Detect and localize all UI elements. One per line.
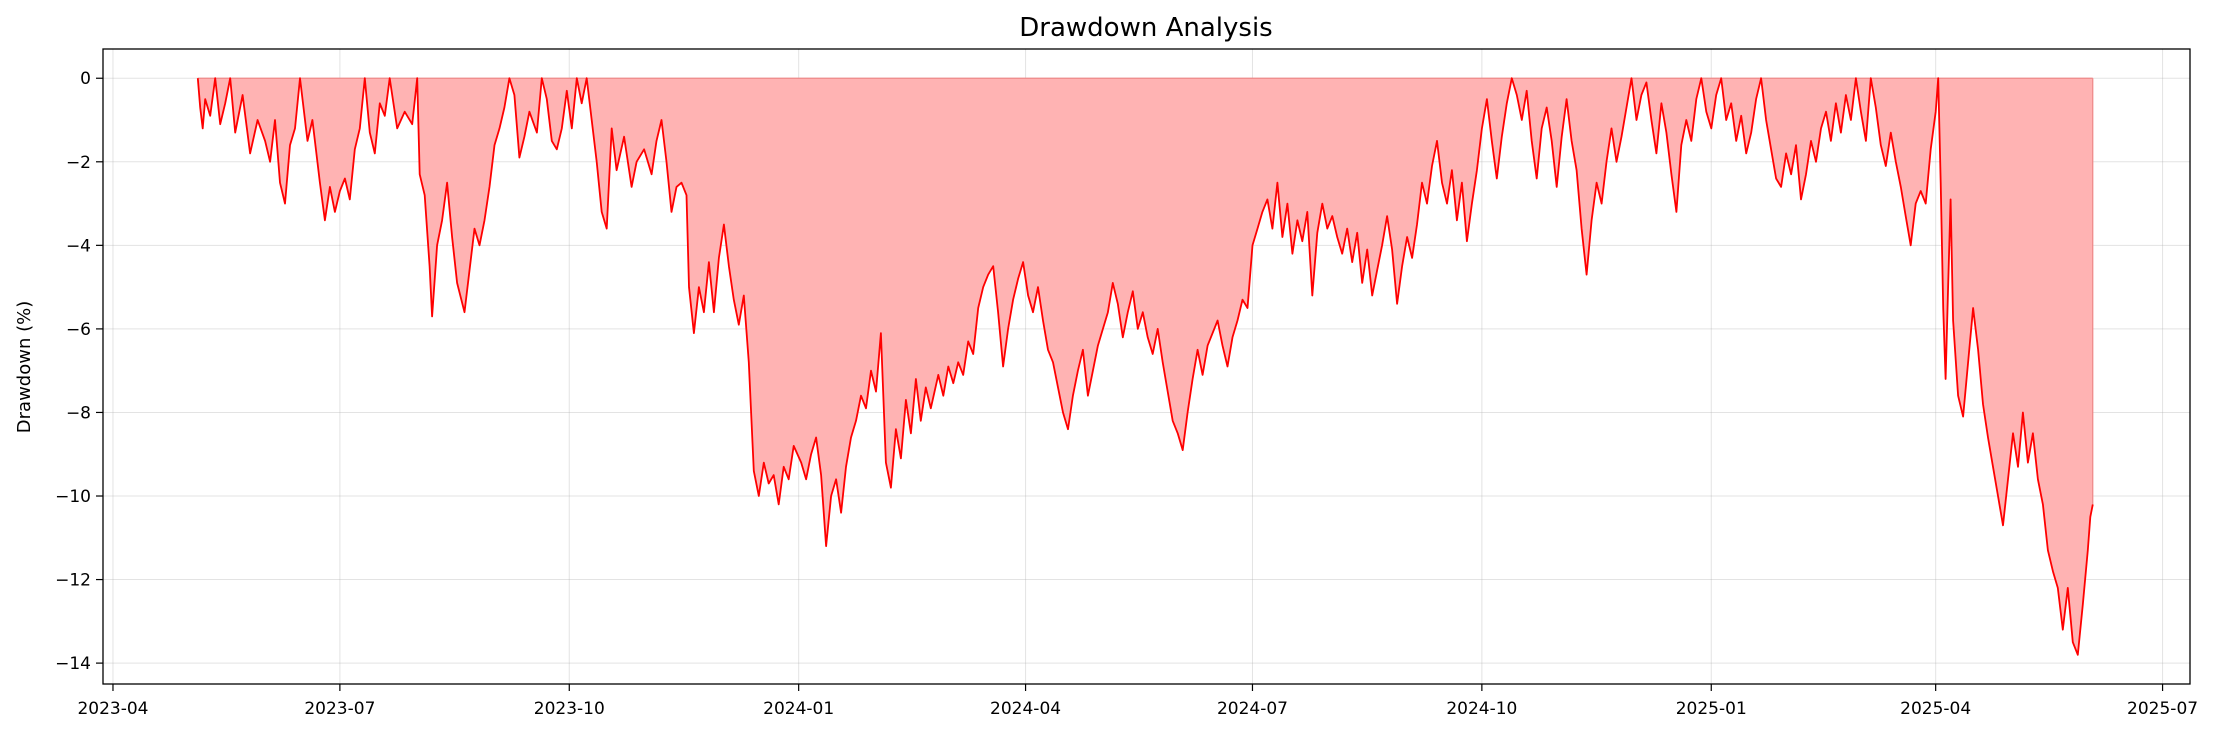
x-tick-label: 2025-04 — [1900, 699, 1971, 719]
tick-labels: 2023-04 2023-07 2023-10 2024-01 2024-04 2024-… — [55, 69, 2198, 719]
x-tick-label: 2023-07 — [304, 699, 375, 719]
drawdown-area — [196, 77, 2094, 656]
chart-title: Drawdown Analysis — [1019, 13, 1272, 43]
x-tick-label: 2024-10 — [1446, 699, 1517, 719]
y-tick-label: −8 — [66, 403, 91, 423]
x-tick-label: 2025-01 — [1676, 699, 1747, 719]
y-axis-label: Drawdown (%) — [14, 301, 35, 433]
y-tick-label: −6 — [66, 320, 91, 340]
x-tick-label: 2024-07 — [1217, 699, 1288, 719]
x-tick-label: 2023-10 — [534, 699, 605, 719]
drawdown-fill — [197, 78, 2093, 655]
y-tick-label: −14 — [55, 654, 91, 674]
x-tick-label: 2023-04 — [77, 699, 148, 719]
y-tick-label: −2 — [66, 153, 91, 173]
x-tick-label: 2025-07 — [2127, 699, 2198, 719]
drawdown-line — [196, 77, 2094, 656]
x-tick-label: 2024-01 — [763, 699, 834, 719]
x-tick-label: 2024-04 — [990, 699, 1061, 719]
y-tick-label: −12 — [55, 571, 91, 591]
y-tick-label: 0 — [80, 69, 91, 89]
plot-axes — [96, 48, 2191, 691]
y-tick-label: −10 — [55, 487, 91, 507]
y-tick-label: −4 — [66, 236, 91, 256]
plot-frame — [102, 48, 2191, 685]
